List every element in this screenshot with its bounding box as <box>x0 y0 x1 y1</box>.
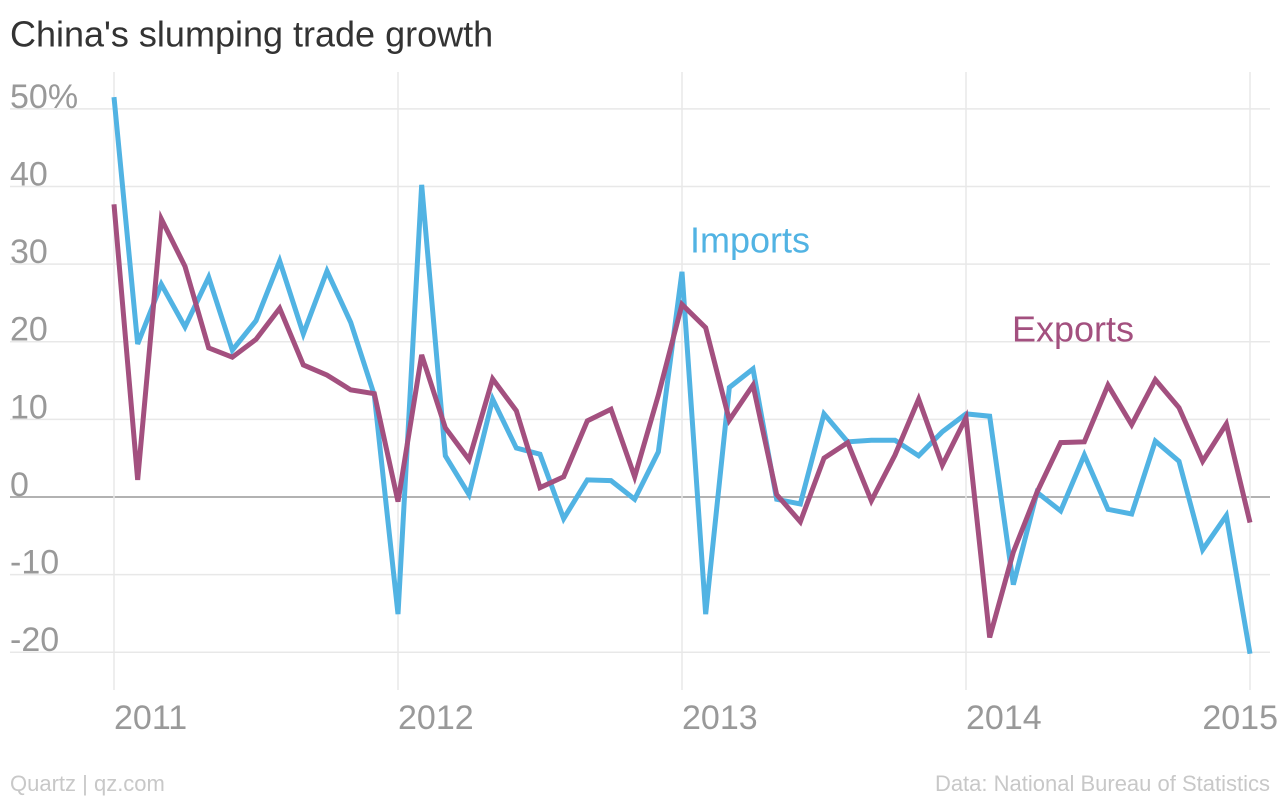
x-tick-label: 2015 <box>1202 699 1278 737</box>
y-tick-label: -20 <box>10 621 59 659</box>
data-note: Data: National Bureau of Statistics <box>935 771 1270 796</box>
series-label: Exports <box>1012 309 1134 350</box>
y-tick-label: 50% <box>10 78 78 116</box>
series-line <box>111 204 1253 639</box>
y-tick-label: 30 <box>10 233 48 271</box>
series-label: Imports <box>690 220 810 261</box>
series-line <box>111 96 1253 655</box>
y-tick-label: -10 <box>10 544 59 582</box>
y-tick-label: 40 <box>10 155 48 193</box>
x-tick-label: 2013 <box>682 699 758 737</box>
source: Quartz | qz.com <box>10 771 165 796</box>
x-tick-label: 2014 <box>966 699 1042 737</box>
y-tick-label: 0 <box>10 466 29 504</box>
x-tick-label: 2011 <box>114 699 187 737</box>
chart-title: China's slumping trade growth <box>10 14 493 55</box>
x-tick-label: 2012 <box>398 699 474 737</box>
y-tick-label: 20 <box>10 311 48 349</box>
y-tick-label: 10 <box>10 388 48 426</box>
